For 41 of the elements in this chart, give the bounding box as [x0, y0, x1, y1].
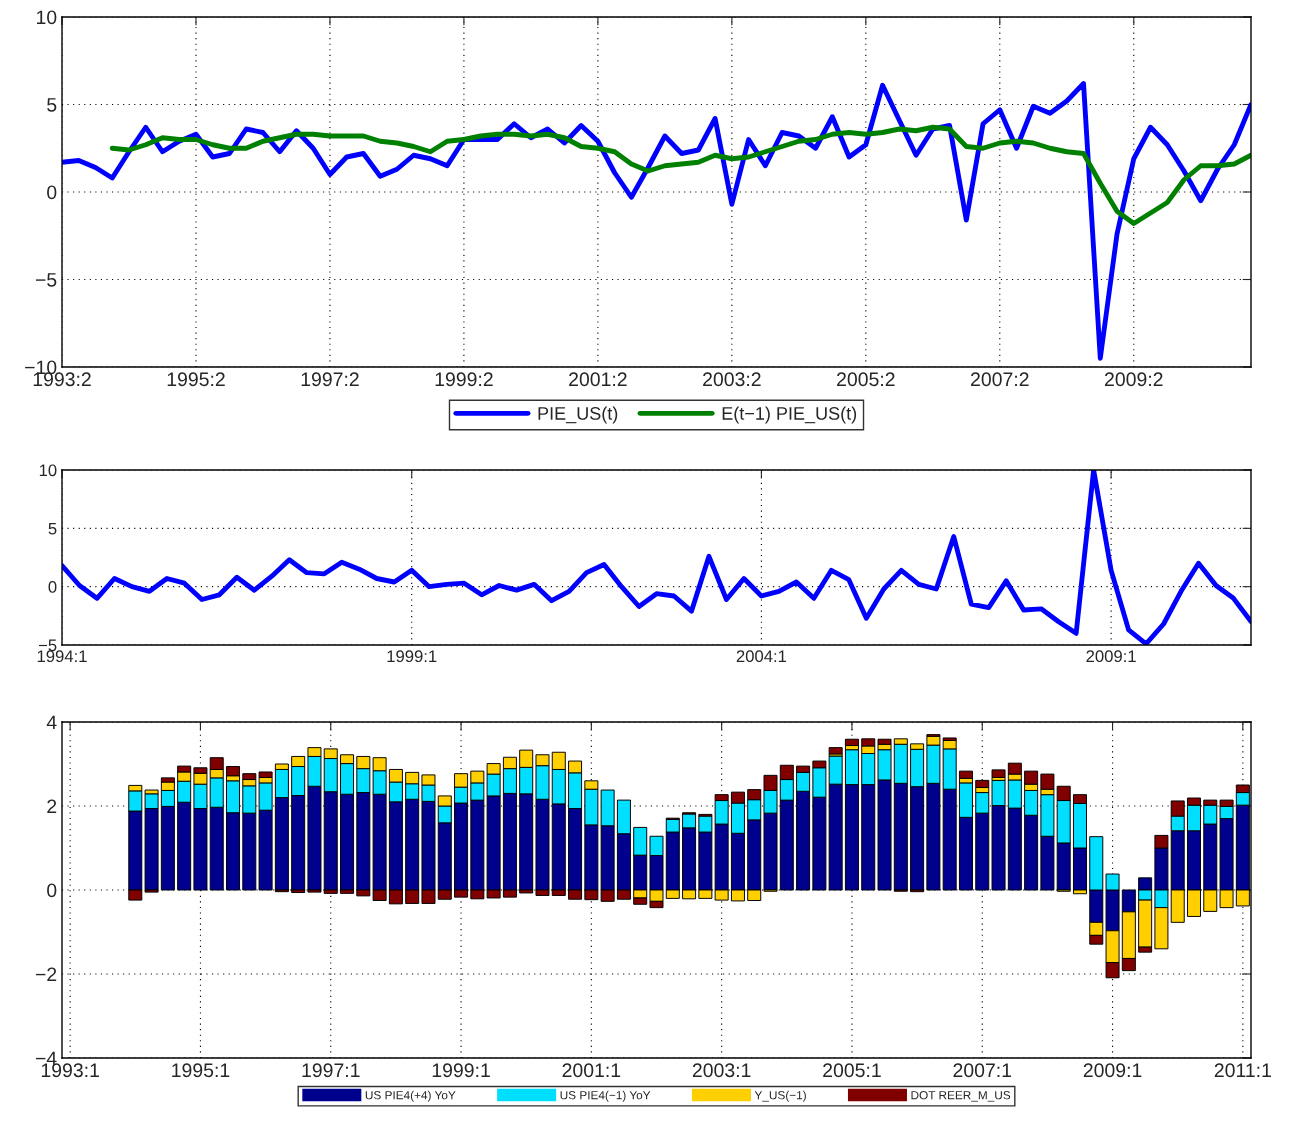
- y-tick-label: 0: [47, 883, 57, 898]
- legend-label: PIE_US(t): [538, 406, 618, 424]
- x-tick-label: 1997:2: [301, 372, 359, 387]
- x-tick-label: 2001:2: [569, 372, 627, 387]
- x-tick-label: 1995:2: [167, 372, 225, 387]
- x-tick-label: 2009:1: [1083, 1063, 1142, 1078]
- x-tick-label: 2003:1: [692, 1063, 751, 1078]
- y-tick-label: 2: [47, 799, 57, 814]
- x-tick-label: 2004:1: [736, 650, 787, 663]
- x-tick-label: 1994:1: [37, 650, 87, 663]
- x-tick-label: 2003:2: [703, 372, 761, 387]
- x-tick-label: 2007:2: [971, 372, 1029, 387]
- x-tick-label: 2001:1: [562, 1063, 621, 1078]
- y-tick-label: 0: [48, 581, 57, 593]
- y-tick-label: 10: [39, 464, 57, 477]
- x-tick-label: 2011:1: [1214, 1063, 1271, 1078]
- x-tick-label: 1993:1: [41, 1063, 99, 1078]
- y-tick-label: 0: [47, 185, 57, 200]
- legend-label: US PIE4(−1) YoY: [560, 1090, 651, 1102]
- x-tick-label: 2005:2: [837, 372, 895, 387]
- x-tick-label: 1999:2: [435, 372, 493, 387]
- x-tick-label: 1995:1: [172, 1063, 230, 1078]
- y-tick-label: 4: [46, 715, 57, 730]
- x-tick-label: 1999:1: [387, 650, 437, 663]
- x-tick-label: 2009:1: [1086, 650, 1136, 663]
- legend-label: Y_US(−1): [754, 1090, 806, 1102]
- x-tick-label: 2009:2: [1105, 372, 1163, 387]
- x-tick-label: 1997:1: [302, 1063, 360, 1078]
- y-tick-label: 5: [47, 98, 57, 112]
- y-tick-label: −2: [35, 967, 57, 982]
- x-tick-label: 1999:1: [432, 1063, 490, 1078]
- y-tick-label: −5: [38, 639, 57, 652]
- x-tick-label: 2007:1: [953, 1063, 1012, 1078]
- y-tick-label: −5: [35, 273, 57, 287]
- x-tick-label: 2005:1: [823, 1063, 881, 1078]
- legend-label: DOT REER_M_US: [911, 1091, 1011, 1102]
- legend-label: E(t−1) PIE_US(t): [722, 406, 857, 424]
- y-tick-label: 5: [48, 522, 57, 535]
- legend-label: US PIE4(+4) YoY: [365, 1090, 456, 1102]
- y-tick-label: 10: [37, 10, 57, 25]
- y-tick-label: −4: [35, 1051, 57, 1066]
